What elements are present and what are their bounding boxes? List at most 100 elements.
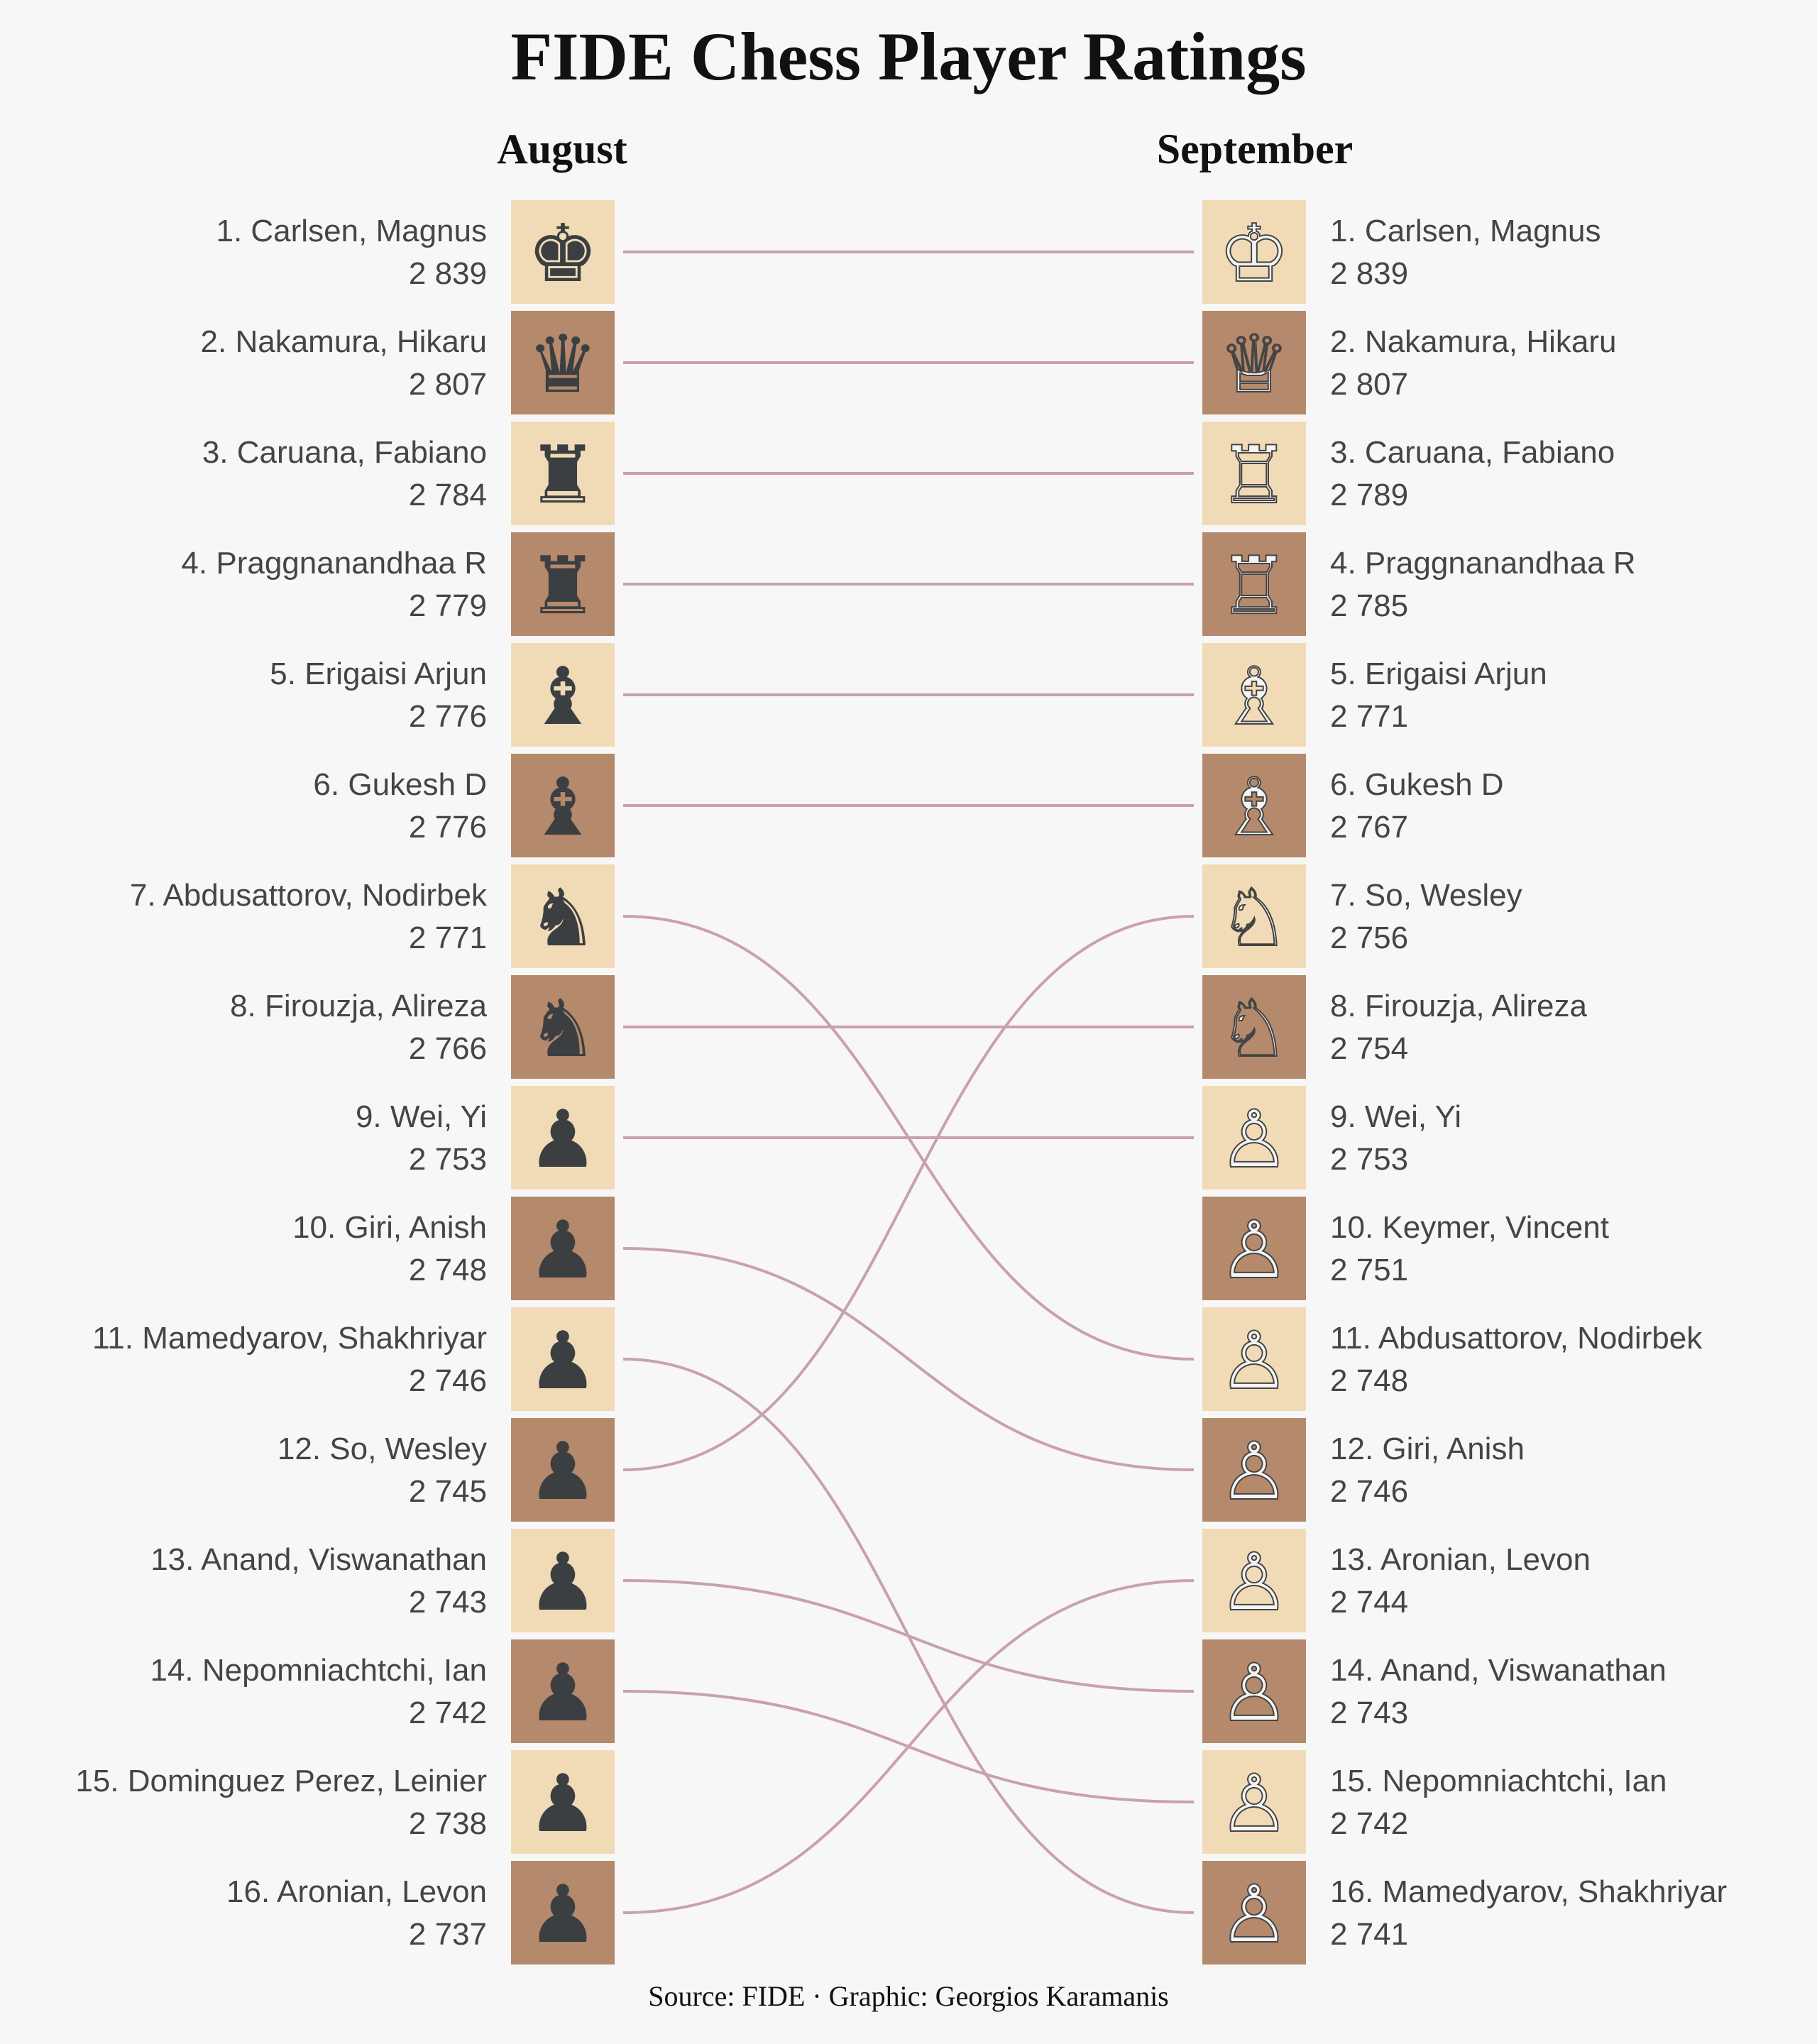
player-name: 15. Nepomniachtchi, Ian — [1330, 1764, 1667, 1798]
player-rank: 3. — [202, 435, 229, 470]
player-rating: 2 753 — [1330, 1142, 1408, 1177]
player-rating: 2 771 — [1330, 699, 1408, 734]
player-rating: 2 742 — [409, 1696, 487, 1730]
player-rank: 1. — [216, 214, 242, 248]
august-row: ♜ 3. Caruana, Fabiano 2 784 — [202, 422, 615, 525]
player-name: 7. So, Wesley — [1330, 878, 1522, 913]
player-name-text: Carlsen, Magnus — [1356, 214, 1601, 248]
board-square — [1202, 200, 1306, 304]
september-row: ♙ 10. Keymer, Vincent 2 751 — [1202, 1197, 1609, 1300]
player-rank: 10. — [292, 1210, 336, 1245]
board-square — [1202, 864, 1306, 968]
player-rank: 3. — [1330, 435, 1356, 470]
player-rank: 12. — [1330, 1432, 1373, 1466]
board-square — [1202, 1750, 1306, 1854]
september-row: ♖ 4. Praggnanandhaa R 2 785 — [1202, 532, 1636, 636]
board-square — [511, 422, 615, 525]
august-row: ♚ 1. Carlsen, Magnus 2 839 — [216, 200, 615, 304]
knight-icon: ♞ — [527, 983, 598, 1075]
board-square — [1202, 1529, 1306, 1632]
pawn-icon: ♙ — [1219, 1426, 1290, 1518]
player-name-text: Nakamura, Hikaru — [1356, 324, 1617, 359]
player-name: 15. Dominguez Perez, Leinier — [75, 1764, 487, 1798]
pawn-icon: ♙ — [1219, 1647, 1290, 1740]
pawn-icon: ♟ — [527, 1647, 598, 1740]
player-rank: 8. — [230, 989, 256, 1023]
player-name: 11. Mamedyarov, Shakhriyar — [92, 1321, 487, 1356]
rank-link — [622, 1579, 1195, 1693]
player-rating: 2 784 — [409, 478, 487, 512]
pawn-icon: ♙ — [1219, 1094, 1290, 1186]
player-name-text: Anand, Viswanathan — [1373, 1653, 1667, 1688]
player-rank: 14. — [1330, 1653, 1373, 1688]
player-rating: 2 753 — [409, 1142, 487, 1177]
player-rank: 6. — [313, 767, 339, 802]
board-square — [511, 1529, 615, 1632]
board-square — [511, 864, 615, 968]
player-rank: 5. — [1330, 656, 1356, 691]
player-rating: 2 738 — [409, 1806, 487, 1841]
player-rating: 2 737 — [409, 1917, 487, 1952]
pawn-icon: ♟ — [527, 1094, 598, 1186]
august-row: ♟ 11. Mamedyarov, Shakhriyar 2 746 — [92, 1307, 615, 1411]
pawn-icon: ♟ — [527, 1869, 598, 1961]
player-name-text: Dominguez Perez, Leinier — [119, 1764, 487, 1798]
board-square — [511, 1086, 615, 1189]
chart-title: FIDE Chess Player Ratings — [511, 18, 1307, 94]
september-row: ♙ 9. Wei, Yi 2 753 — [1202, 1086, 1461, 1189]
board-square — [511, 1307, 615, 1411]
rook-icon: ♜ — [527, 540, 598, 632]
player-name: 16. Aronian, Levon — [226, 1874, 487, 1909]
board-square — [511, 1197, 615, 1300]
player-rating: 2 776 — [409, 810, 487, 845]
player-rank: 15. — [1330, 1764, 1373, 1798]
august-row: ♜ 4. Praggnanandhaa R 2 779 — [181, 532, 615, 636]
september-row: ♙ 15. Nepomniachtchi, Ian 2 742 — [1202, 1750, 1667, 1854]
board-square — [511, 200, 615, 304]
player-name-text: So, Wesley — [1356, 878, 1522, 913]
player-name: 1. Carlsen, Magnus — [1330, 214, 1601, 248]
pawn-icon: ♟ — [527, 1758, 598, 1850]
rook-icon: ♖ — [1219, 540, 1290, 632]
player-name-text: Firouzja, Alireza — [1356, 989, 1588, 1023]
player-rank: 9. — [1330, 1099, 1356, 1134]
player-rating: 2 746 — [1330, 1474, 1408, 1509]
player-name-text: Firouzja, Alireza — [256, 989, 488, 1023]
player-rank: 16. — [1330, 1874, 1373, 1909]
player-rating: 2 807 — [409, 367, 487, 402]
knight-icon: ♘ — [1219, 872, 1290, 965]
august-row: ♞ 8. Firouzja, Alireza 2 766 — [230, 975, 615, 1079]
player-rank: 2. — [1330, 324, 1356, 359]
player-rank: 5. — [270, 656, 296, 691]
player-name: 8. Firouzja, Alireza — [230, 989, 487, 1023]
player-rating: 2 742 — [1330, 1806, 1408, 1841]
player-name: 6. Gukesh D — [1330, 767, 1504, 802]
player-name: 12. So, Wesley — [278, 1432, 487, 1466]
player-name: 3. Caruana, Fabiano — [202, 435, 487, 470]
player-name-text: Nakamura, Hikaru — [226, 324, 487, 359]
player-rank: 4. — [1330, 546, 1356, 581]
player-rank: 15. — [75, 1764, 119, 1798]
board-square — [511, 1750, 615, 1854]
pawn-icon: ♙ — [1219, 1315, 1290, 1407]
player-rank: 7. — [130, 878, 156, 913]
board-square — [1202, 422, 1306, 525]
board-square — [511, 754, 615, 857]
player-name: 2. Nakamura, Hikaru — [201, 324, 487, 359]
board-square — [1202, 1197, 1306, 1300]
board-square — [1202, 643, 1306, 747]
september-row: ♔ 1. Carlsen, Magnus 2 839 — [1202, 200, 1601, 304]
board-square — [511, 1639, 615, 1743]
player-rank: 11. — [1330, 1321, 1371, 1356]
player-name: 4. Praggnanandhaa R — [1330, 546, 1636, 581]
player-rank: 4. — [181, 546, 207, 581]
september-row: ♖ 3. Caruana, Fabiano 2 789 — [1202, 422, 1615, 525]
player-name-text: Aronian, Levon — [270, 1874, 487, 1909]
board-square — [511, 311, 615, 414]
player-name: 5. Erigaisi Arjun — [270, 656, 487, 691]
player-rank: 13. — [150, 1542, 194, 1577]
august-row: ♞ 7. Abdusattorov, Nodirbek 2 771 — [130, 864, 615, 968]
knight-icon: ♞ — [527, 872, 598, 965]
september-row: ♙ 13. Aronian, Levon 2 744 — [1202, 1529, 1591, 1632]
player-name-text: Caruana, Fabiano — [229, 435, 487, 470]
